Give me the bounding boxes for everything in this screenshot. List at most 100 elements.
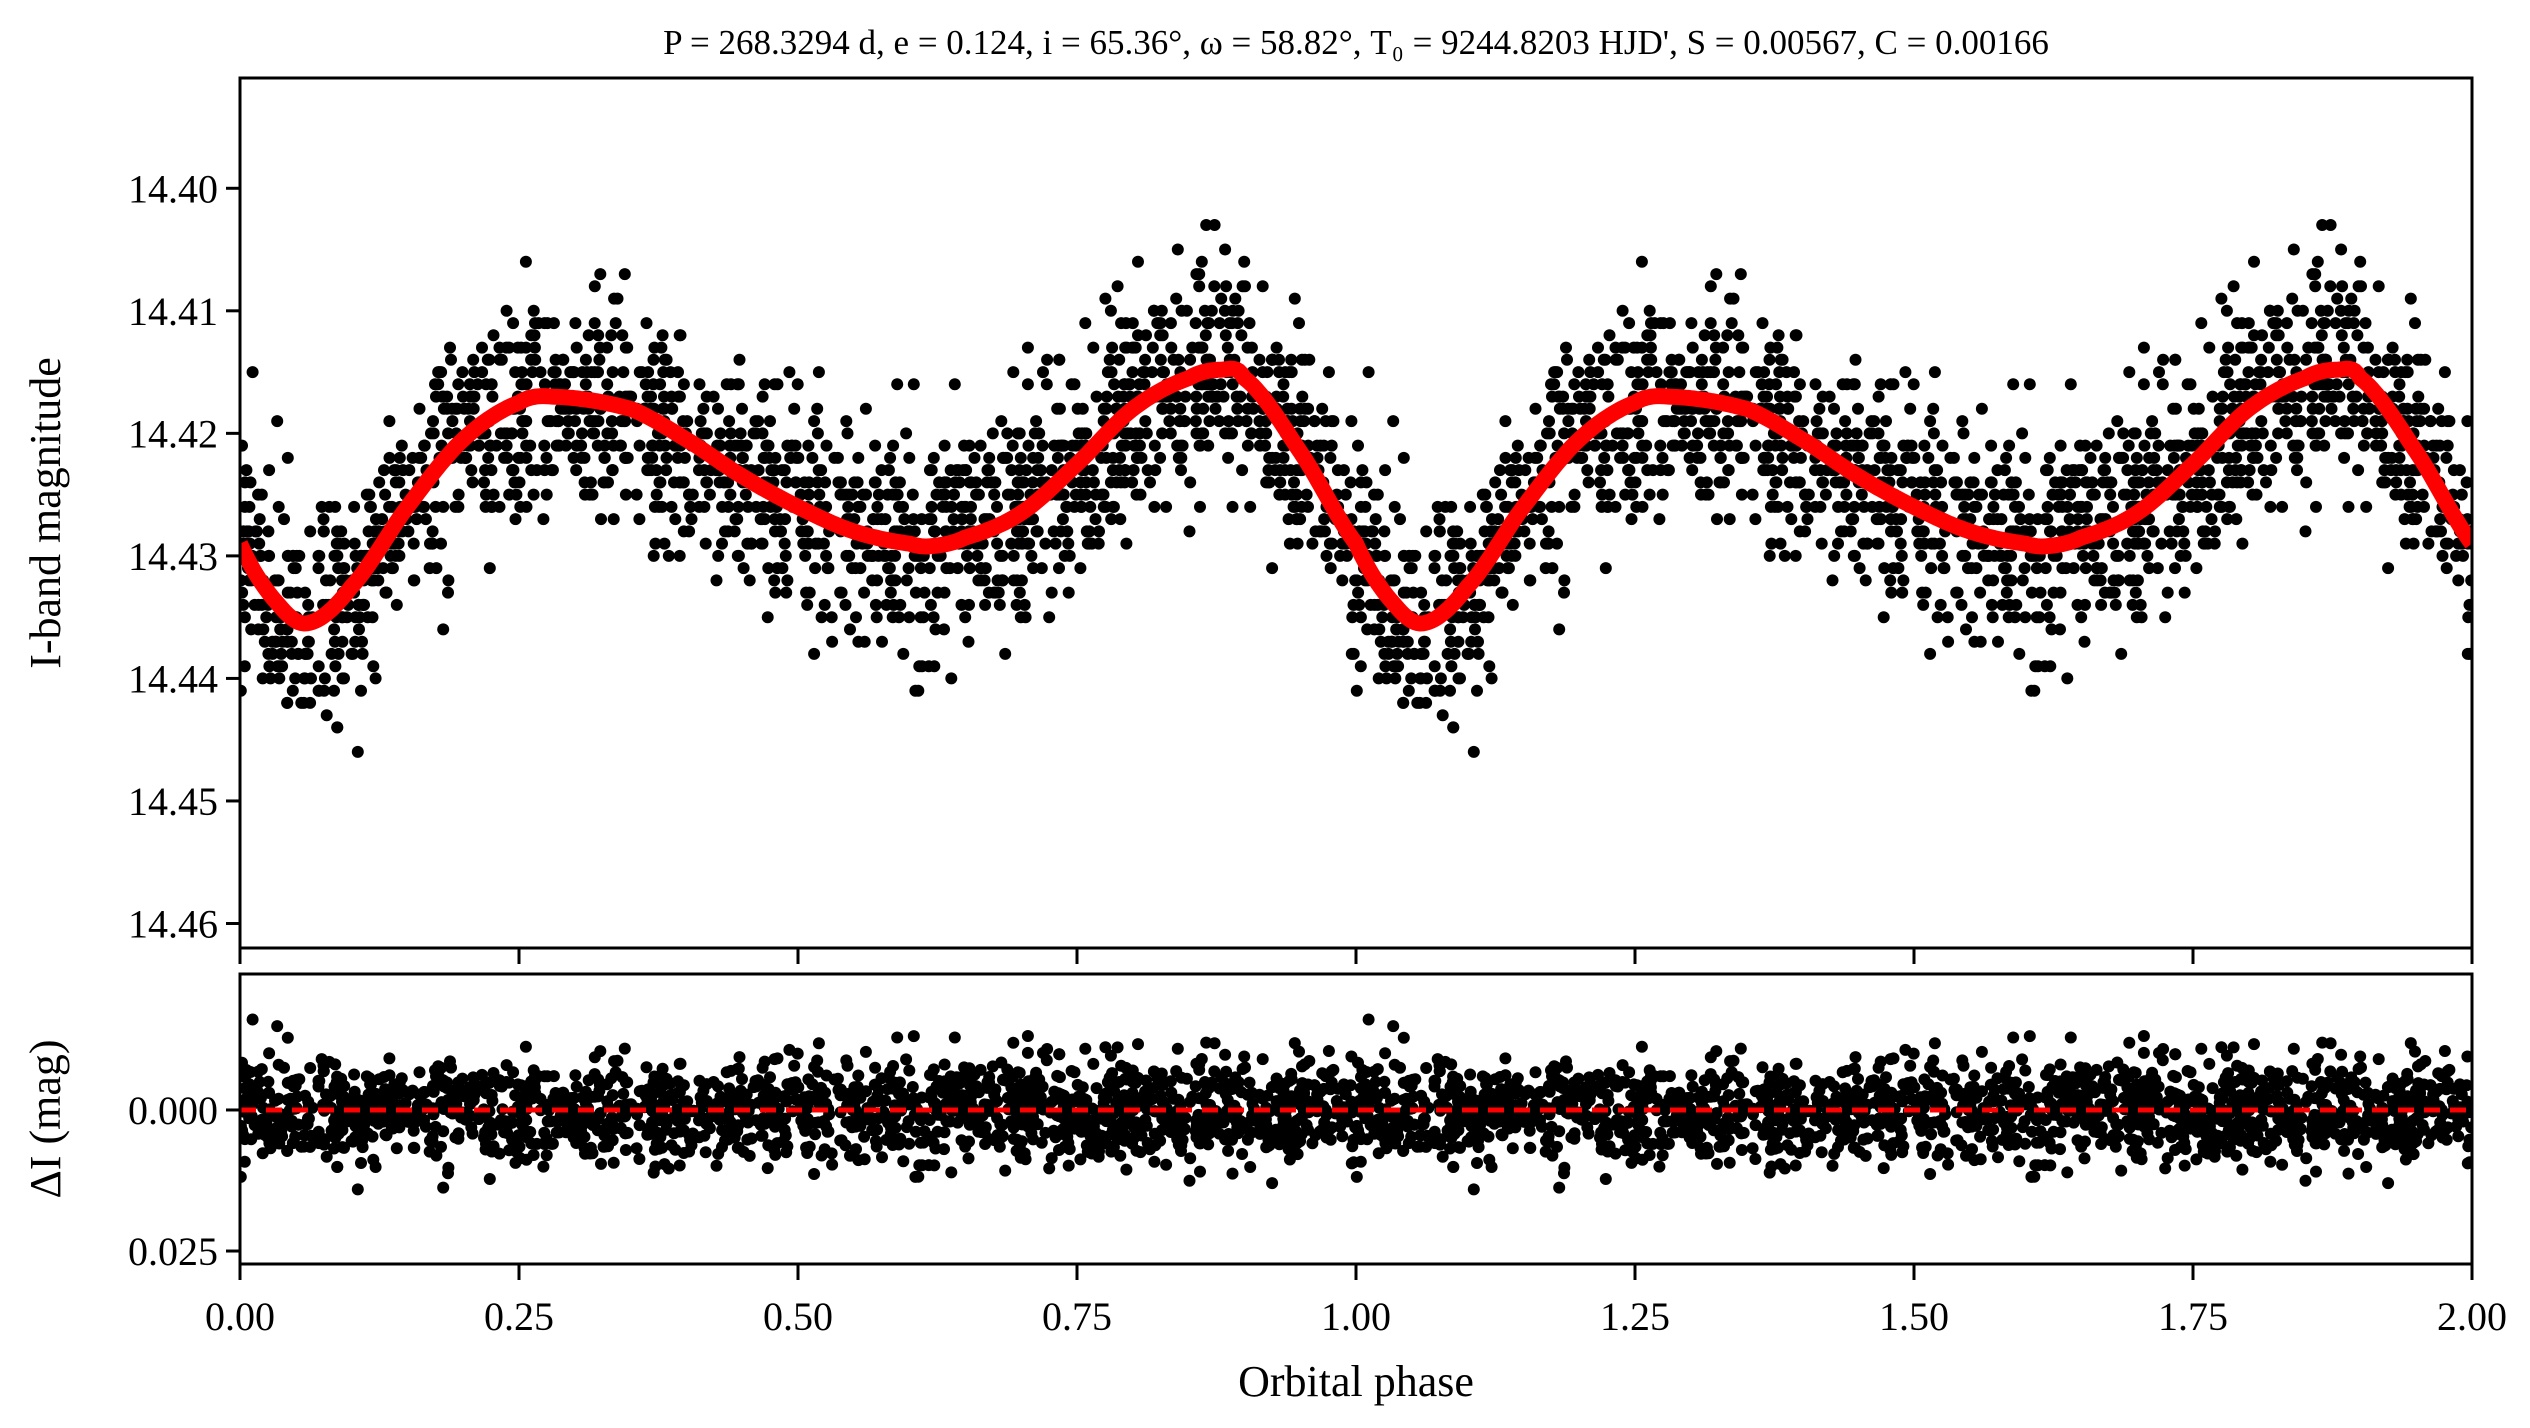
data-point (424, 537, 436, 550)
data-point (1918, 439, 1931, 452)
data-point (1391, 647, 1404, 660)
data-point (779, 513, 792, 526)
data-point (2405, 500, 2418, 513)
data-point (1035, 562, 1048, 575)
data-point (1472, 647, 1485, 660)
data-point (927, 611, 940, 624)
residual-point (550, 1126, 563, 1139)
data-point (1500, 549, 1513, 562)
data-point (2074, 439, 2087, 452)
residual-point (1095, 1112, 1108, 1125)
data-point (828, 451, 841, 464)
data-point (509, 513, 522, 526)
data-point (2228, 390, 2241, 403)
data-point (1031, 464, 1044, 477)
residual-point (703, 1122, 716, 1135)
data-point (991, 500, 1003, 513)
data-point (446, 415, 459, 428)
data-point (2117, 427, 2130, 440)
data-point (877, 549, 890, 562)
data-point (1858, 500, 1870, 513)
data-point (2356, 415, 2369, 428)
data-point (2030, 611, 2043, 624)
data-point (1553, 500, 1566, 513)
data-point (1495, 488, 1508, 501)
data-point (1369, 537, 1382, 550)
data-point (2385, 464, 2397, 477)
residual-point (1030, 1066, 1043, 1079)
data-point (2290, 402, 2303, 415)
residual-point (1219, 1048, 1232, 1061)
data-point (815, 611, 828, 624)
data-point (2178, 586, 2191, 599)
data-point (1354, 611, 1367, 624)
data-point (278, 513, 290, 526)
data-point (2065, 476, 2078, 489)
data-point (2249, 427, 2262, 440)
data-point (1848, 500, 1861, 513)
data-point (1861, 537, 1874, 550)
data-point (2329, 317, 2342, 330)
data-point (860, 488, 872, 501)
data-point (2195, 317, 2208, 330)
residual-point (479, 1143, 492, 1156)
data-point (1654, 378, 1667, 391)
data-point (1080, 525, 1093, 538)
data-point (1793, 415, 1806, 428)
data-point (240, 439, 248, 452)
residual-point (1074, 1153, 1087, 1166)
data-point (657, 402, 669, 415)
data-point (2060, 562, 2072, 575)
residual-point (850, 1143, 862, 1156)
data-point (487, 329, 500, 342)
data-point (2002, 611, 2015, 624)
data-point (1245, 427, 1258, 440)
data-point (1485, 672, 1498, 685)
data-point (355, 684, 367, 697)
data-point (1897, 439, 1910, 452)
data-point (1826, 574, 1839, 587)
data-point (1531, 451, 1544, 464)
data-point (1231, 402, 1244, 415)
data-point (1127, 464, 1140, 477)
data-point (2416, 488, 2429, 501)
residual-point (1051, 1069, 1064, 1082)
data-point (1320, 549, 1333, 562)
data-point (1253, 353, 1266, 366)
data-point (1356, 464, 1369, 477)
data-point (1897, 574, 1910, 587)
data-point (1704, 280, 1717, 293)
data-point (1709, 353, 1722, 366)
data-point (672, 390, 685, 403)
data-point (584, 415, 597, 428)
data-point (752, 464, 765, 477)
residual-point (616, 1071, 629, 1084)
data-point (1904, 402, 1917, 415)
data-point (2306, 390, 2319, 403)
data-point (1130, 488, 1143, 501)
data-point (1732, 329, 1745, 342)
residual-point (970, 1080, 983, 1093)
data-point (586, 488, 599, 501)
residual-point (1322, 1045, 1335, 1057)
data-point (1710, 268, 1723, 281)
data-point (907, 513, 920, 526)
data-point (1362, 366, 1375, 379)
data-point (2054, 623, 2066, 636)
data-point (552, 415, 565, 428)
data-point (605, 329, 618, 342)
data-point (1884, 513, 1897, 526)
data-point (1632, 427, 1645, 440)
data-point (1014, 451, 1027, 464)
data-point (304, 696, 317, 709)
data-point (1026, 476, 1039, 489)
residual-point (1093, 1145, 1105, 1158)
data-point (1099, 292, 1112, 305)
data-point (1944, 451, 1957, 464)
data-point (1592, 341, 1604, 354)
data-point (887, 598, 900, 611)
data-point (1778, 549, 1791, 562)
data-point (1306, 537, 1319, 550)
data-point (1816, 427, 1829, 440)
residual-point (955, 1100, 968, 1113)
